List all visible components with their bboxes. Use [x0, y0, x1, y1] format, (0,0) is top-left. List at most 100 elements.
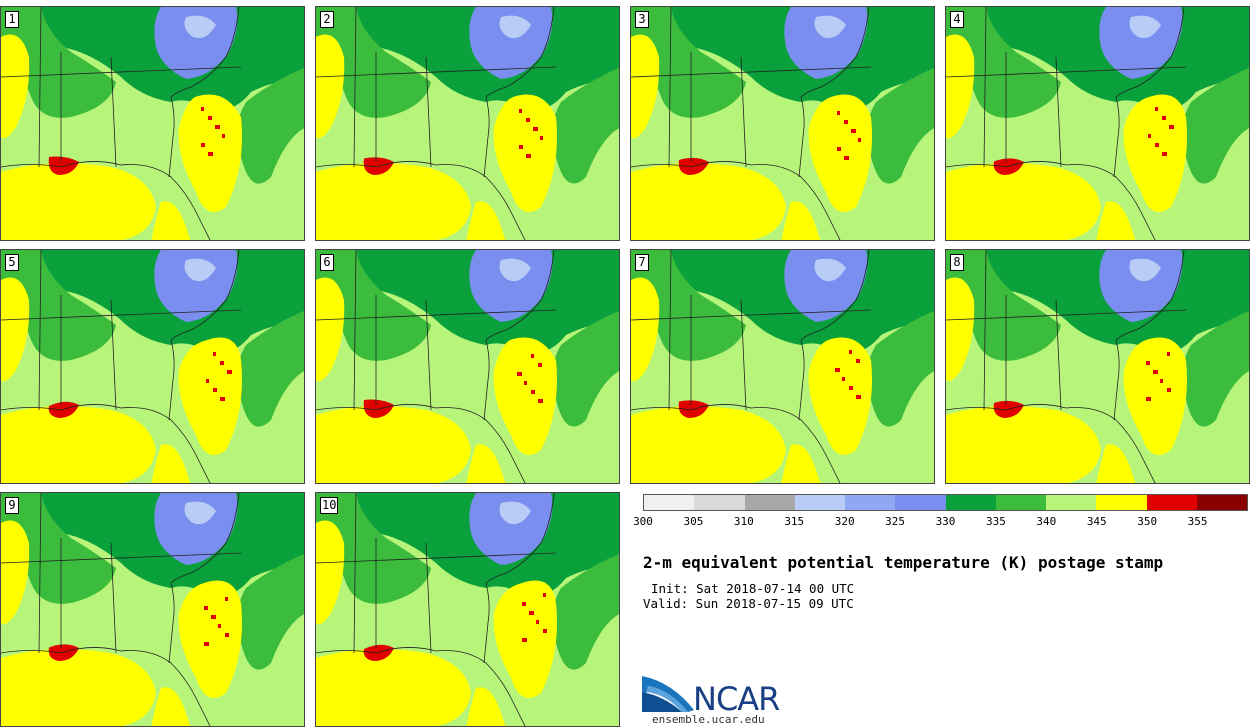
colorbar-segment [1196, 495, 1247, 510]
hot-spot [540, 136, 543, 140]
colorbar-tick-label: 310 [733, 515, 754, 528]
map-field [316, 250, 619, 483]
map-field [316, 493, 619, 726]
map-field [946, 7, 1249, 240]
map-boundary [316, 404, 526, 483]
map-boundary [110, 56, 117, 168]
colorbar: 300 305 310 315 320 325 330 335 340 345 350 355 [633, 494, 1248, 534]
contour-region [1, 277, 30, 382]
hot-spot [1162, 152, 1167, 156]
ensemble-panel-1: 1 [0, 6, 305, 241]
contour-region [867, 67, 934, 184]
map-boundary [425, 542, 432, 654]
contour-region [631, 250, 746, 361]
map-boundary [1, 404, 211, 483]
ensemble-panel-10: 10 [315, 492, 620, 727]
map-boundary [1115, 250, 1185, 341]
contour-region [631, 406, 786, 483]
hot-spot [208, 152, 213, 156]
hot-spot [225, 633, 229, 637]
map-boundary [983, 7, 987, 168]
hot-spot [543, 593, 546, 597]
contour-region [781, 444, 821, 483]
hot-spot [204, 642, 209, 646]
init-time: Init: Sat 2018-07-14 00 UTC [651, 581, 855, 596]
hot-spot [519, 109, 522, 113]
colorbar-segment [794, 495, 845, 510]
hot-spot [844, 120, 848, 124]
contour-region [946, 7, 1061, 118]
contour-region [631, 277, 660, 382]
contour-region [814, 258, 846, 282]
contour-region [469, 250, 553, 322]
ensemble-panel-7: 7 [630, 249, 935, 484]
hot-spot [856, 395, 861, 399]
contour-region [1123, 337, 1187, 455]
panel-number: 6 [320, 254, 334, 271]
contour-region [466, 444, 506, 483]
contour-region [631, 34, 660, 139]
contour-region [466, 201, 506, 240]
panel-number: 3 [635, 11, 649, 28]
hot-spot [526, 118, 530, 122]
contour-region [316, 649, 471, 726]
contour-region [1, 250, 116, 361]
map-boundary [983, 250, 987, 411]
hot-spot [215, 125, 220, 129]
contour-region [493, 94, 557, 212]
contour-region [781, 201, 821, 240]
colorbar-tick-label: 335 [985, 515, 1006, 528]
contour-region [946, 250, 1061, 361]
contour-region [993, 158, 1024, 175]
map-field [631, 250, 934, 483]
map-boundary [485, 7, 555, 98]
contour-region [1, 7, 116, 118]
ensemble-panel-3: 3 [630, 6, 935, 241]
colorbar-tick-label: 325 [885, 515, 906, 528]
map-boundary [170, 493, 240, 584]
contour-region [466, 687, 506, 726]
contour-region [499, 258, 531, 282]
hot-spot [227, 370, 232, 374]
hot-spot [1146, 361, 1150, 365]
panel-number: 4 [950, 11, 964, 28]
contour-region [48, 401, 79, 418]
contour-region [154, 7, 238, 79]
hot-spot [533, 127, 538, 131]
colorbar-segment [744, 495, 795, 510]
contour-region [1182, 67, 1249, 184]
panel-number: 7 [635, 254, 649, 271]
panel-number: 2 [320, 11, 334, 28]
contour-region [154, 493, 238, 565]
contour-region [184, 501, 216, 525]
colorbar-tick-label: 300 [633, 515, 653, 528]
panel-number: 10 [320, 497, 339, 514]
valid-time: Valid: Sun 2018-07-15 09 UTC [643, 596, 854, 611]
hot-spot [218, 624, 221, 628]
map-boundary [485, 250, 555, 341]
map-boundary [740, 299, 747, 411]
map-boundary [38, 493, 42, 654]
contour-region [946, 34, 975, 139]
hot-spot [543, 629, 547, 633]
map-boundary [170, 7, 240, 98]
hot-spot [519, 145, 523, 149]
map-boundary [1, 552, 242, 564]
ensemble-panel-4: 4 [945, 6, 1250, 241]
map-boundary [425, 56, 432, 168]
colorbar-tick-label: 350 [1137, 515, 1158, 528]
contour-region [946, 277, 975, 382]
map-boundary [668, 7, 672, 168]
hot-spot [531, 354, 534, 358]
hot-spot [1160, 379, 1163, 383]
map-boundary [168, 339, 175, 421]
hot-spot [201, 107, 204, 111]
site-url: ensemble.ucar.edu [652, 713, 765, 726]
contour-region [499, 15, 531, 39]
contour-region [1129, 258, 1161, 282]
hot-spot [842, 377, 845, 381]
panel-number: 1 [5, 11, 19, 28]
colorbar-swatches [643, 494, 1248, 511]
colorbar-segment [694, 495, 745, 510]
colorbar-tick-label: 355 [1187, 515, 1208, 528]
